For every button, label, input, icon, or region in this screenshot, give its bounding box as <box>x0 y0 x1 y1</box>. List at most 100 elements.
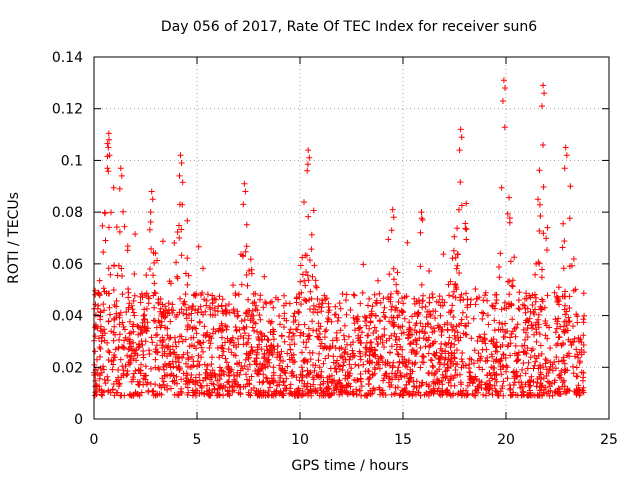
data-point <box>504 210 511 217</box>
data-point <box>113 310 120 317</box>
data-point <box>500 378 507 385</box>
data-point <box>366 374 373 381</box>
data-point <box>236 383 243 390</box>
data-point <box>116 336 123 343</box>
data-point <box>107 271 114 278</box>
data-point <box>429 362 436 369</box>
data-point <box>251 299 258 306</box>
data-point <box>442 368 449 375</box>
data-point <box>445 364 452 371</box>
data-point <box>345 333 352 340</box>
data-point <box>509 316 516 323</box>
data-point <box>241 325 248 332</box>
data-point <box>309 349 316 356</box>
data-point <box>140 375 147 382</box>
data-point <box>532 271 539 278</box>
data-point <box>142 363 149 370</box>
data-point <box>115 376 121 383</box>
data-point <box>348 365 355 372</box>
data-point <box>154 348 161 355</box>
data-point <box>560 340 566 346</box>
data-point <box>476 364 483 371</box>
data-point <box>184 326 191 333</box>
data-point <box>524 334 531 340</box>
data-point <box>363 346 370 352</box>
data-point <box>124 247 131 254</box>
data-point <box>501 299 508 306</box>
data-point <box>117 165 124 172</box>
data-point <box>305 332 312 339</box>
data-point <box>315 357 322 364</box>
data-point <box>302 282 309 289</box>
data-point <box>382 361 389 368</box>
data-point <box>463 236 470 243</box>
data-point <box>448 382 454 389</box>
data-point <box>497 327 504 333</box>
data-point <box>105 348 112 354</box>
data-point <box>260 378 267 385</box>
data-point <box>290 351 297 358</box>
data-point <box>274 343 281 350</box>
data-point <box>386 375 393 382</box>
data-point <box>281 338 288 345</box>
data-point <box>96 277 103 284</box>
data-point <box>247 256 254 263</box>
data-point <box>301 383 307 389</box>
data-point <box>357 300 364 307</box>
data-point <box>314 333 321 340</box>
data-point <box>197 382 204 389</box>
data-point <box>480 391 487 398</box>
data-point <box>182 291 189 298</box>
data-point <box>281 292 287 299</box>
data-point <box>385 379 392 386</box>
data-point <box>256 312 263 318</box>
data-point <box>248 270 255 277</box>
data-point <box>160 363 167 370</box>
data-point <box>531 331 537 338</box>
data-point <box>547 383 553 390</box>
data-point <box>204 329 211 336</box>
data-point <box>176 353 183 360</box>
data-point <box>243 350 250 357</box>
data-point <box>519 383 525 390</box>
data-point <box>390 359 397 366</box>
data-point <box>401 315 408 322</box>
data-point <box>104 165 111 172</box>
data-point <box>120 208 127 215</box>
data-point <box>265 337 272 344</box>
data-point <box>276 362 283 369</box>
data-point <box>121 326 128 333</box>
data-point <box>95 290 102 297</box>
data-point <box>120 323 127 330</box>
data-point <box>369 387 376 394</box>
data-point <box>306 154 313 161</box>
data-point <box>447 309 454 316</box>
data-point <box>246 267 252 274</box>
data-point <box>478 353 484 360</box>
y-tick-label: 0.12 <box>52 102 83 118</box>
data-point <box>507 334 514 341</box>
data-point <box>92 333 99 340</box>
data-point <box>260 304 267 311</box>
data-point <box>169 378 176 385</box>
data-point <box>492 300 499 307</box>
data-point <box>243 243 250 250</box>
data-point <box>492 358 499 364</box>
data-point <box>304 380 311 387</box>
data-point <box>304 272 311 279</box>
data-point <box>212 307 218 314</box>
data-point <box>200 311 207 318</box>
data-point <box>574 351 581 358</box>
data-point <box>318 308 325 315</box>
data-point <box>258 346 265 352</box>
data-point <box>317 323 324 330</box>
y-tick-label: 0.02 <box>52 360 83 376</box>
data-point <box>125 304 132 311</box>
data-point <box>370 372 376 379</box>
data-point <box>397 391 404 398</box>
data-point <box>410 378 417 385</box>
data-point <box>331 377 338 384</box>
data-point <box>373 336 380 342</box>
data-point <box>426 299 433 306</box>
data-point <box>120 367 127 374</box>
